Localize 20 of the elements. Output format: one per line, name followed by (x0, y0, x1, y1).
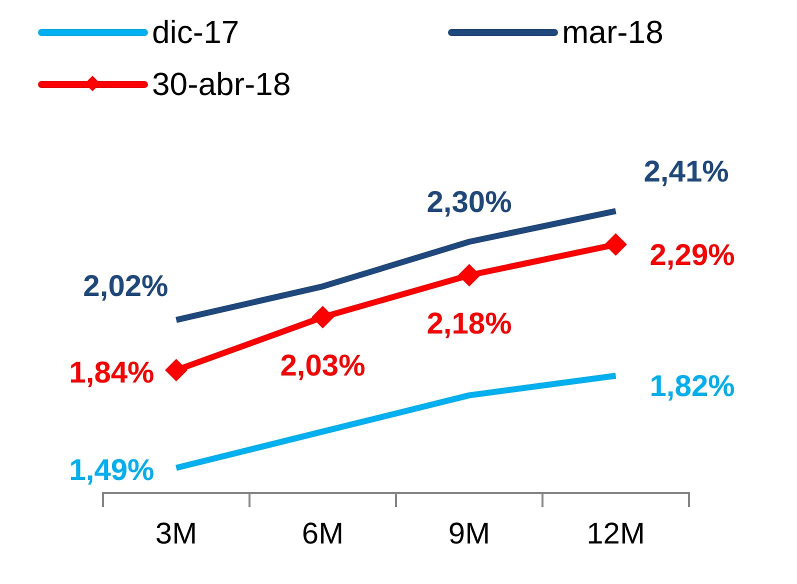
point (312, 307, 333, 328)
data-label: 2,30% (426, 186, 512, 220)
data-label: 1,82% (650, 370, 735, 404)
x-tick-label: 3M (155, 517, 198, 550)
point (606, 234, 626, 255)
legend-label: dic-17 (152, 14, 240, 50)
point (459, 265, 480, 286)
legend-label: 30-abr-18 (152, 66, 291, 102)
data-label: 2,18% (426, 308, 512, 341)
legend-label: mar-18 (562, 14, 664, 50)
x-tick-label: 9M (448, 517, 490, 550)
x-tick-label: 12M (586, 517, 645, 550)
data-label: 2,29% (650, 238, 735, 272)
data-label: 2,41% (644, 155, 729, 188)
data-label: 2,03% (280, 349, 366, 382)
data-label: 1,49% (69, 454, 154, 488)
data-label: 2,02% (83, 270, 168, 304)
data-label: 1,84% (69, 356, 154, 390)
point (166, 360, 186, 380)
x-tick-label: 6M (302, 517, 344, 550)
